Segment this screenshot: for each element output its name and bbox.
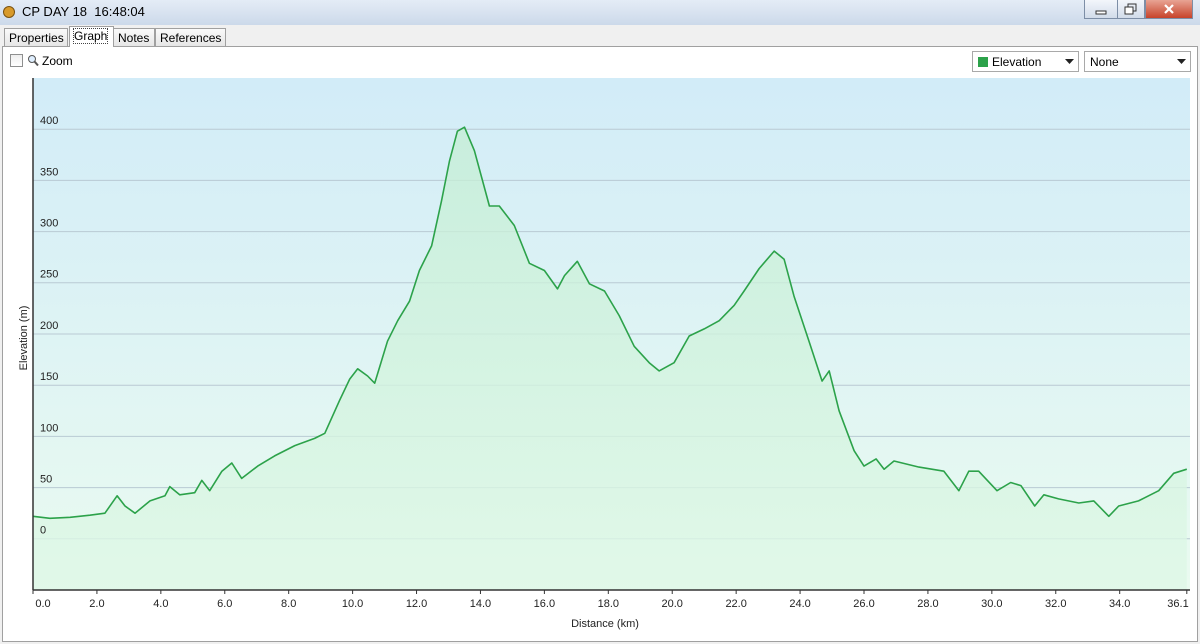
x-tick-label: 16.0 xyxy=(534,598,555,610)
x-tick-label: 34.0 xyxy=(1109,598,1130,610)
x-tick-label: 30.0 xyxy=(981,598,1002,610)
series-swatch xyxy=(978,57,988,67)
tab-label: Graph xyxy=(72,28,109,44)
dropdown-arrow xyxy=(1177,59,1186,64)
zoom-label: Zoom xyxy=(42,54,73,68)
tab-label: Properties xyxy=(9,31,64,45)
y-tick-label: 200 xyxy=(40,320,58,332)
x-tick-label: 18.0 xyxy=(598,598,619,610)
tab[interactable]: Notes xyxy=(113,28,155,46)
y-tick-label: 350 xyxy=(40,166,58,178)
title-bar: CP DAY 18 16:48:04 xyxy=(0,0,1200,25)
maximize-icon xyxy=(1124,3,1137,15)
minimize-icon xyxy=(1095,10,1107,15)
y-tick-label: 250 xyxy=(40,269,58,281)
close-icon xyxy=(1164,4,1174,14)
dropdown-arrow xyxy=(1065,59,1074,64)
y-tick-label: 300 xyxy=(40,218,58,230)
window-title: CP DAY 18 16:48:04 xyxy=(22,4,145,19)
y-tick-label: 400 xyxy=(40,115,58,127)
x-axis-label: Distance (km) xyxy=(571,618,639,630)
second-select-value: None xyxy=(1090,55,1119,69)
y-tick-label: 0 xyxy=(40,525,46,537)
x-tick-label: 32.0 xyxy=(1045,598,1066,610)
tab[interactable]: References xyxy=(155,28,226,46)
x-tick-label: 10.0 xyxy=(342,598,363,610)
zoom-icon xyxy=(28,55,39,67)
x-tick-label: 0.0 xyxy=(35,598,50,610)
x-tick-label: 14.0 xyxy=(470,598,491,610)
series-select[interactable]: Elevation xyxy=(972,51,1079,72)
y-tick-label: 100 xyxy=(40,422,58,434)
zoom-checkbox[interactable] xyxy=(10,54,23,67)
x-tick-label: 28.0 xyxy=(917,598,938,610)
x-tick-label: 6.0 xyxy=(217,598,232,610)
elevation-area xyxy=(33,127,1187,590)
tab-selected[interactable]: Graph xyxy=(69,26,114,47)
x-tick-label: 24.0 xyxy=(789,598,810,610)
tab-label: References xyxy=(160,31,222,45)
tab[interactable]: Properties xyxy=(4,28,68,46)
x-tick-label: 4.0 xyxy=(153,598,168,610)
x-tick-label: 8.0 xyxy=(281,598,296,610)
x-tick-label: 2.0 xyxy=(89,598,104,610)
axes: 0 50 100 150 200 250 300 350 400 0.0 2.0 4.0 6.0 8.0 1… xyxy=(32,78,1190,610)
elevation-line xyxy=(32,126,1188,520)
x-tick-label: 12.0 xyxy=(406,598,427,610)
y-axis-label: Elevation (m) xyxy=(18,306,30,371)
y-tick-label: 150 xyxy=(40,371,58,383)
close-button[interactable] xyxy=(1145,0,1193,19)
series-select-value: Elevation xyxy=(992,55,1042,69)
x-tick-label: 22.0 xyxy=(725,598,746,610)
second-select[interactable]: None xyxy=(1084,51,1191,72)
marks xyxy=(32,126,1188,590)
x-tick-label: 36.1 xyxy=(1167,598,1188,610)
y-tick-label: 50 xyxy=(40,474,52,486)
app-icon xyxy=(3,6,15,18)
x-tick-label: 20.0 xyxy=(662,598,683,610)
tab-label: Notes xyxy=(118,31,150,45)
maximize-button[interactable] xyxy=(1117,0,1145,19)
x-tick-label: 26.0 xyxy=(853,598,874,610)
